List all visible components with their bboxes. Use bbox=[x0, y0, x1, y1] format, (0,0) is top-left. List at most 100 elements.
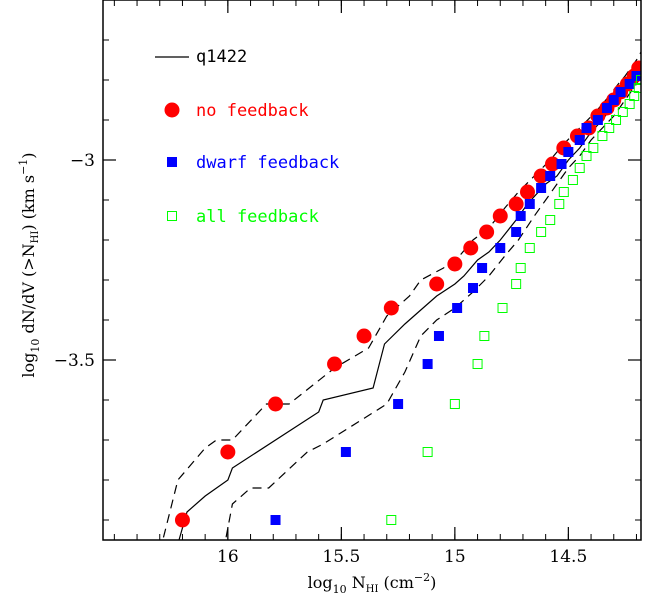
data-point-all-feedback bbox=[604, 123, 615, 133]
legend-marker-filled-square bbox=[167, 157, 177, 167]
data-point-dwarf-feedback bbox=[536, 183, 547, 193]
data-point-no-feedback bbox=[174, 512, 190, 528]
data-point-no-feedback bbox=[356, 328, 372, 344]
data-point-no-feedback bbox=[533, 168, 549, 184]
data-point-all-feedback bbox=[511, 279, 522, 289]
data-point-no-feedback bbox=[220, 444, 236, 460]
data-point-all-feedback bbox=[422, 447, 433, 457]
lines-layer bbox=[162, 51, 641, 540]
y-axis-title-unit: ) (km s bbox=[19, 175, 38, 231]
y-axis-title-main: log bbox=[19, 353, 38, 378]
series-line-q1422-upper bbox=[162, 51, 641, 540]
data-point-no-feedback bbox=[508, 196, 524, 212]
data-point-dwarf-feedback bbox=[592, 115, 603, 125]
data-point-no-feedback bbox=[383, 300, 399, 316]
y-axis-title-nsub: HI bbox=[30, 231, 41, 244]
x-axis-title: log10 NHI (cm−2) bbox=[308, 571, 437, 596]
data-point-dwarf-feedback bbox=[340, 447, 351, 457]
y-axis-title-exp: −1 bbox=[17, 159, 30, 175]
data-point-dwarf-feedback bbox=[495, 243, 506, 253]
data-point-all-feedback bbox=[633, 83, 641, 93]
data-point-dwarf-feedback bbox=[574, 135, 585, 145]
data-point-dwarf-feedback bbox=[581, 123, 592, 133]
data-point-all-feedback bbox=[574, 163, 585, 173]
x-axis-title-close: ) bbox=[430, 573, 436, 592]
data-point-dwarf-feedback bbox=[422, 359, 433, 369]
data-point-no-feedback bbox=[479, 224, 495, 240]
x-tick-label: 15 bbox=[444, 547, 466, 567]
data-point-all-feedback bbox=[588, 143, 599, 153]
data-point-all-feedback bbox=[515, 263, 526, 273]
tick-labels: 16 15.5 15 14.5 −3 −3.5 bbox=[54, 151, 588, 567]
x-axis-title-rest: N bbox=[347, 573, 366, 592]
x-axis-title-nsub: HI bbox=[366, 584, 379, 595]
legend-label-q1422: q1422 bbox=[196, 47, 247, 67]
data-point-all-feedback bbox=[554, 199, 565, 209]
data-point-all-feedback bbox=[386, 515, 397, 525]
data-point-all-feedback bbox=[558, 187, 569, 197]
data-point-all-feedback bbox=[597, 131, 608, 141]
data-point-dwarf-feedback bbox=[615, 87, 626, 97]
data-point-all-feedback bbox=[472, 359, 483, 369]
data-point-dwarf-feedback bbox=[452, 303, 463, 313]
data-point-all-feedback bbox=[567, 175, 578, 185]
legend-label-dwarf-feedback: dwarf feedback bbox=[196, 153, 339, 173]
data-point-dwarf-feedback bbox=[515, 211, 526, 221]
y-axis-title-close: ) bbox=[19, 152, 38, 158]
x-axis-title-main: log bbox=[308, 573, 333, 592]
minor-ticks bbox=[103, 0, 641, 540]
data-point-dwarf-feedback bbox=[270, 515, 281, 525]
plot-area bbox=[162, 51, 641, 540]
legend-label-all-feedback: all feedback bbox=[196, 207, 319, 227]
data-point-all-feedback bbox=[581, 151, 592, 161]
legend-label-no-feedback: no feedback bbox=[196, 101, 309, 121]
legend: q1422 no feedback dwarf feedback all fee… bbox=[155, 47, 339, 227]
y-tick-label: −3 bbox=[70, 151, 95, 171]
data-point-dwarf-feedback bbox=[608, 95, 619, 105]
data-point-all-feedback bbox=[479, 331, 490, 341]
legend-entry-all-feedback: all feedback bbox=[167, 207, 319, 227]
data-point-dwarf-feedback bbox=[433, 331, 444, 341]
legend-entry-q1422: q1422 bbox=[155, 47, 247, 67]
data-point-dwarf-feedback bbox=[556, 159, 567, 169]
data-point-no-feedback bbox=[544, 156, 560, 172]
legend-entry-no-feedback: no feedback bbox=[164, 101, 309, 121]
data-point-all-feedback bbox=[449, 399, 460, 409]
data-point-all-feedback bbox=[524, 243, 535, 253]
legend-marker-open-square bbox=[167, 211, 177, 221]
data-point-no-feedback bbox=[268, 396, 284, 412]
data-point-no-feedback bbox=[519, 184, 535, 200]
markers-layer bbox=[174, 60, 641, 528]
x-axis-title-exp: −2 bbox=[414, 571, 430, 584]
x-tick-label: 14.5 bbox=[549, 547, 587, 567]
series-line-q1422-lower bbox=[224, 75, 641, 540]
y-axis-title-sub: 10 bbox=[29, 339, 42, 353]
data-point-all-feedback bbox=[617, 107, 628, 117]
legend-marker-filled-circle bbox=[164, 102, 180, 118]
data-point-dwarf-feedback bbox=[524, 199, 535, 209]
data-point-all-feedback bbox=[545, 215, 556, 225]
legend-entry-dwarf-feedback: dwarf feedback bbox=[167, 153, 339, 173]
plot-frame bbox=[102, 0, 642, 541]
y-tick-label: −3.5 bbox=[54, 351, 95, 371]
data-point-no-feedback bbox=[429, 276, 445, 292]
major-ticks bbox=[103, 0, 641, 540]
x-tick-label: 16 bbox=[217, 547, 239, 567]
data-point-dwarf-feedback bbox=[545, 171, 556, 181]
x-axis-title-sub: 10 bbox=[333, 583, 347, 596]
data-point-dwarf-feedback bbox=[477, 263, 488, 273]
y-axis-title: log10 dN/dV (>NHI) (km s−1) bbox=[17, 152, 42, 377]
data-point-all-feedback bbox=[611, 115, 622, 125]
data-point-dwarf-feedback bbox=[601, 103, 612, 113]
data-point-dwarf-feedback bbox=[563, 147, 574, 157]
x-axis-title-unit: (cm bbox=[378, 573, 413, 592]
data-point-dwarf-feedback bbox=[393, 399, 404, 409]
data-point-no-feedback bbox=[327, 356, 343, 372]
data-point-no-feedback bbox=[492, 208, 508, 224]
data-point-dwarf-feedback bbox=[468, 283, 479, 293]
y-axis-title-rest: dN/dV (>N bbox=[19, 243, 38, 338]
data-point-no-feedback bbox=[463, 240, 479, 256]
data-point-all-feedback bbox=[536, 227, 547, 237]
data-point-all-feedback bbox=[497, 303, 508, 313]
